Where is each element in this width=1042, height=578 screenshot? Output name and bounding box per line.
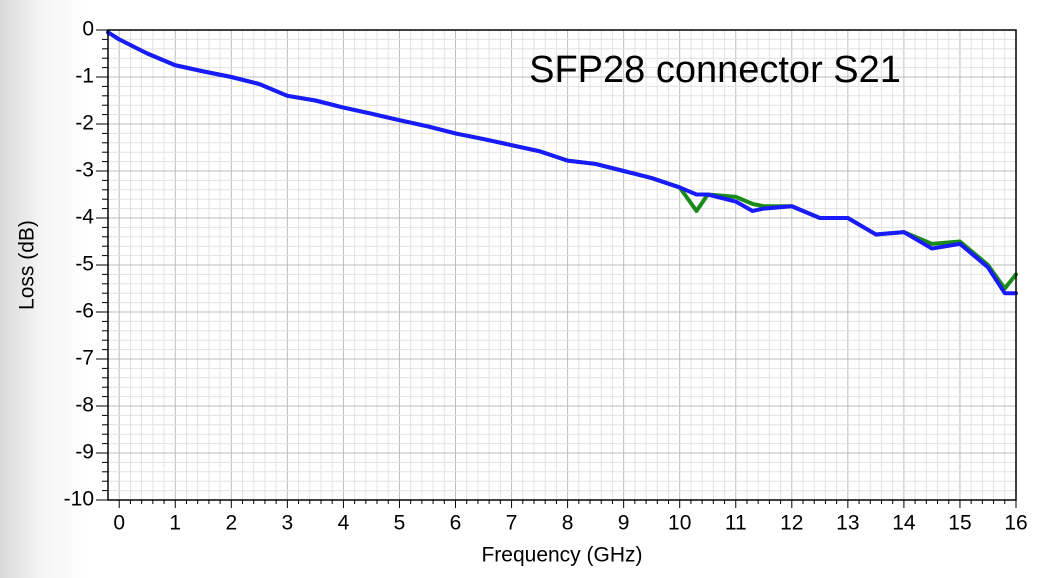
y-axis-label: Loss (dB): [16, 220, 39, 310]
y-tick-label: -7: [75, 347, 94, 370]
series-line: [106, 30, 1018, 296]
y-tick-label: -3: [75, 159, 94, 182]
y-tick-label: -4: [75, 206, 94, 229]
x-tick-label: 0: [113, 512, 125, 535]
lines: [106, 30, 1018, 296]
x-tick-label: 12: [780, 512, 803, 535]
ticks: 0 1 2 3 4 5 6 7 8 9 10 11 12 13 14 15 160-1-2-3-4-5-6-7-…: [64, 18, 1028, 535]
x-tick-label: 5: [394, 512, 406, 535]
x-tick-label: 6: [450, 512, 462, 535]
x-tick-label: 8: [562, 512, 574, 535]
x-tick-label: 11: [725, 512, 747, 535]
x-tick-label: 3: [282, 512, 294, 535]
y-tick-label: 0: [82, 18, 94, 41]
x-tick-label: 9: [618, 512, 630, 535]
y-tick-label: -10: [64, 488, 94, 511]
x-tick-label: 10: [668, 512, 691, 535]
y-tick-label: -1: [75, 65, 94, 88]
grid: [108, 29, 1017, 501]
y-tick-label: -8: [75, 394, 94, 417]
x-tick-label: 1: [169, 512, 181, 535]
x-tick-label: 15: [948, 512, 971, 535]
x-tick-label: 16: [1004, 512, 1027, 535]
y-tick-label: -9: [75, 441, 94, 464]
x-tick-label: 4: [338, 512, 350, 535]
y-tick-label: -5: [75, 253, 94, 276]
x-tick-label: 7: [506, 512, 518, 535]
y-tick-label: -2: [75, 112, 94, 135]
x-axis-label: Frequency (GHz): [481, 544, 642, 567]
x-tick-label: 13: [836, 512, 859, 535]
x-tick-label: 14: [892, 512, 916, 535]
x-tick-label: 2: [225, 512, 237, 535]
annotation: SFP28 connector S21: [529, 49, 901, 91]
y-tick-label: -6: [75, 300, 94, 323]
